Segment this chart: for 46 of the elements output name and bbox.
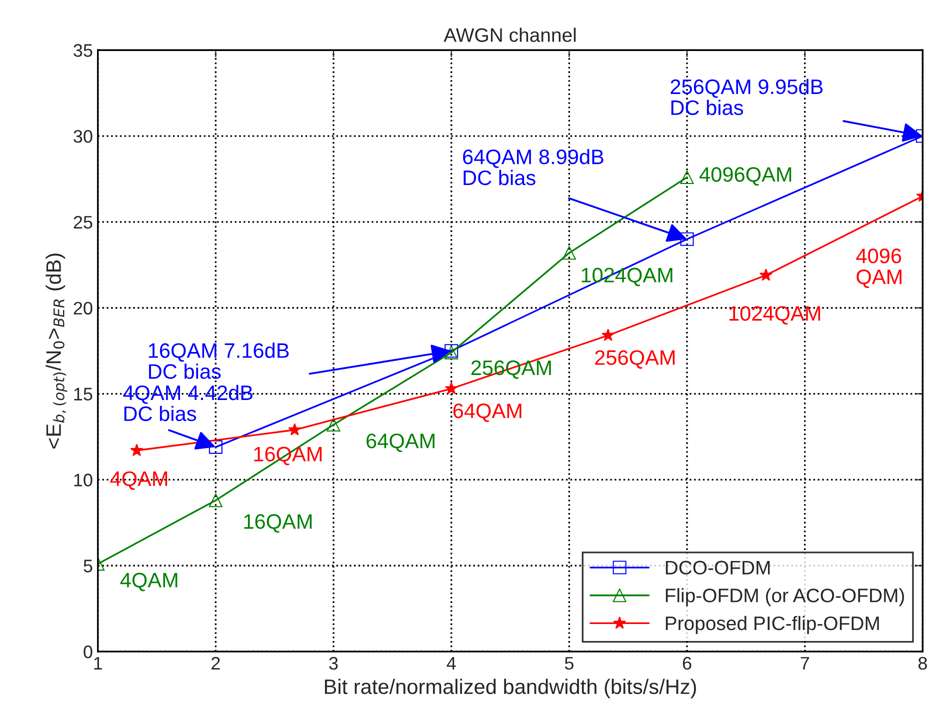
y-tick-label: 20 bbox=[74, 302, 92, 315]
point bbox=[602, 328, 615, 341]
annotation: 256QAM 9.95dB DC bias bbox=[670, 78, 823, 116]
x-tick-label: 5 bbox=[564, 657, 574, 670]
annotation: 4QAM bbox=[110, 471, 168, 490]
point bbox=[680, 170, 694, 184]
annotation: 4096 QAM bbox=[856, 248, 902, 288]
x-tick-label: 1 bbox=[94, 657, 102, 670]
point bbox=[288, 423, 302, 436]
y-tick-label: 30 bbox=[74, 130, 92, 143]
point bbox=[444, 382, 458, 394]
point bbox=[760, 268, 772, 281]
y-tick-label: 5 bbox=[84, 560, 92, 572]
point bbox=[130, 444, 144, 456]
annotation: 4QAM 4.42dB DC bias bbox=[123, 384, 252, 422]
annotation: 16QAM bbox=[244, 514, 312, 533]
annotation: 64QAM 8.99dB DC bias bbox=[463, 148, 604, 186]
x-tick-label: 3 bbox=[329, 656, 338, 670]
chart-title: AWGN channel bbox=[444, 28, 576, 42]
legend-label: Flip-OFDM (or ACO-OFDM) bbox=[666, 588, 904, 606]
legend-label: DCO-OFDM bbox=[666, 560, 770, 575]
annotation: 64QAM bbox=[453, 403, 522, 422]
annotation: 64QAM bbox=[366, 434, 434, 452]
point bbox=[680, 232, 694, 246]
annotation: 1024QAM bbox=[730, 306, 820, 325]
annotation: 16QAM 7.16dB DC bias bbox=[148, 342, 289, 379]
y-tick-label: 0 bbox=[84, 645, 92, 658]
annotation: 256QAM bbox=[595, 350, 675, 369]
point bbox=[326, 418, 340, 432]
legend-label: Proposed PIC-flip-OFDM bbox=[666, 616, 879, 634]
x-tick-label: 4 bbox=[446, 657, 456, 670]
y-tick-label: 25 bbox=[74, 216, 92, 229]
point bbox=[208, 494, 222, 508]
x-axis-title: Bit rate/normalized bandwidth (bits/s/Hz) bbox=[324, 678, 696, 698]
point bbox=[562, 246, 576, 260]
y-tick-label: 15 bbox=[74, 388, 92, 401]
y-tick-label: 10 bbox=[74, 474, 92, 486]
x-tick-label: 6 bbox=[682, 656, 692, 670]
y-axis-title: <E$_{b,(opt)}$/N$_{0}$>$_{BER}$ (dB) bbox=[46, 254, 68, 448]
point bbox=[208, 440, 222, 454]
annotation: 4QAM bbox=[120, 572, 178, 592]
x-tick-label: 2 bbox=[212, 656, 220, 670]
x-tick-label: 8 bbox=[918, 656, 927, 670]
annotation: 4096QAM bbox=[699, 167, 792, 186]
x-tick-label: 7 bbox=[800, 657, 809, 670]
y-tick-label: 35 bbox=[74, 44, 92, 57]
